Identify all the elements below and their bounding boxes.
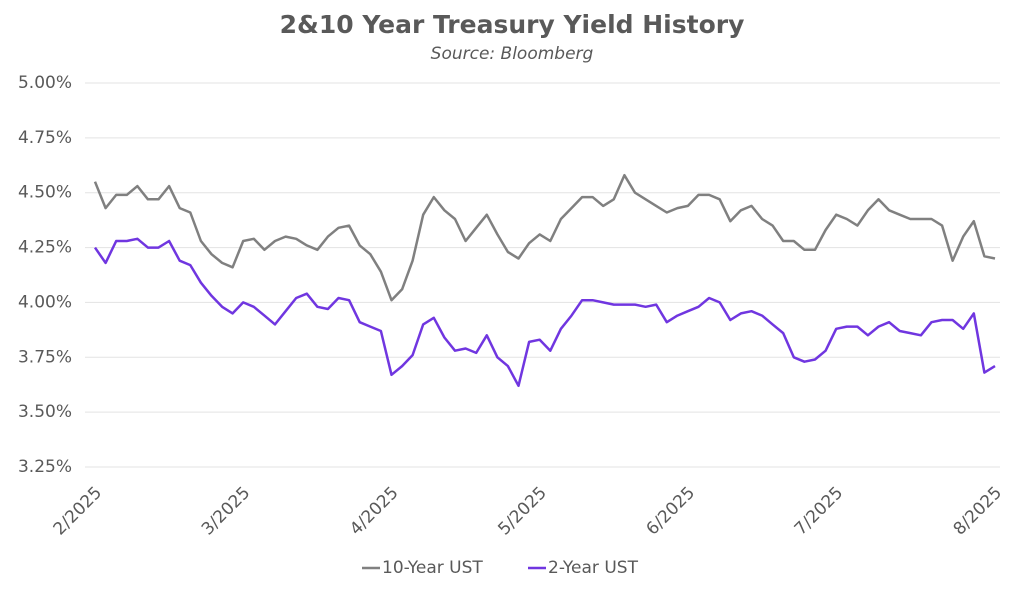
y-tick-label: 4.50% <box>18 183 72 203</box>
series-line <box>93 237 996 388</box>
y-tick-label: 3.25% <box>18 457 72 477</box>
series-line <box>93 173 996 302</box>
x-tick-label: 3/2025 <box>198 483 254 539</box>
legend-label: 2-Year UST <box>548 558 639 578</box>
y-tick-label: 3.75% <box>18 347 72 367</box>
y-tick-label: 3.50% <box>18 402 72 422</box>
x-tick-label: 6/2025 <box>643 483 699 539</box>
y-tick-label: 4.75% <box>18 128 72 148</box>
x-tick-label: 4/2025 <box>346 483 402 539</box>
chart-title: 2&10 Year Treasury Yield History <box>280 10 745 39</box>
x-tick-label: 8/2025 <box>950 483 1006 539</box>
x-tick-label: 5/2025 <box>494 483 550 539</box>
y-tick-label: 5.00% <box>18 73 72 93</box>
y-tick-label: 4.00% <box>18 292 72 312</box>
y-tick-label: 4.25% <box>18 238 72 258</box>
x-tick-label: 2/2025 <box>50 483 106 539</box>
chart-subtitle: Source: Bloomberg <box>431 44 594 64</box>
x-tick-label: 7/2025 <box>791 483 847 539</box>
legend-label: 10-Year UST <box>382 558 483 578</box>
